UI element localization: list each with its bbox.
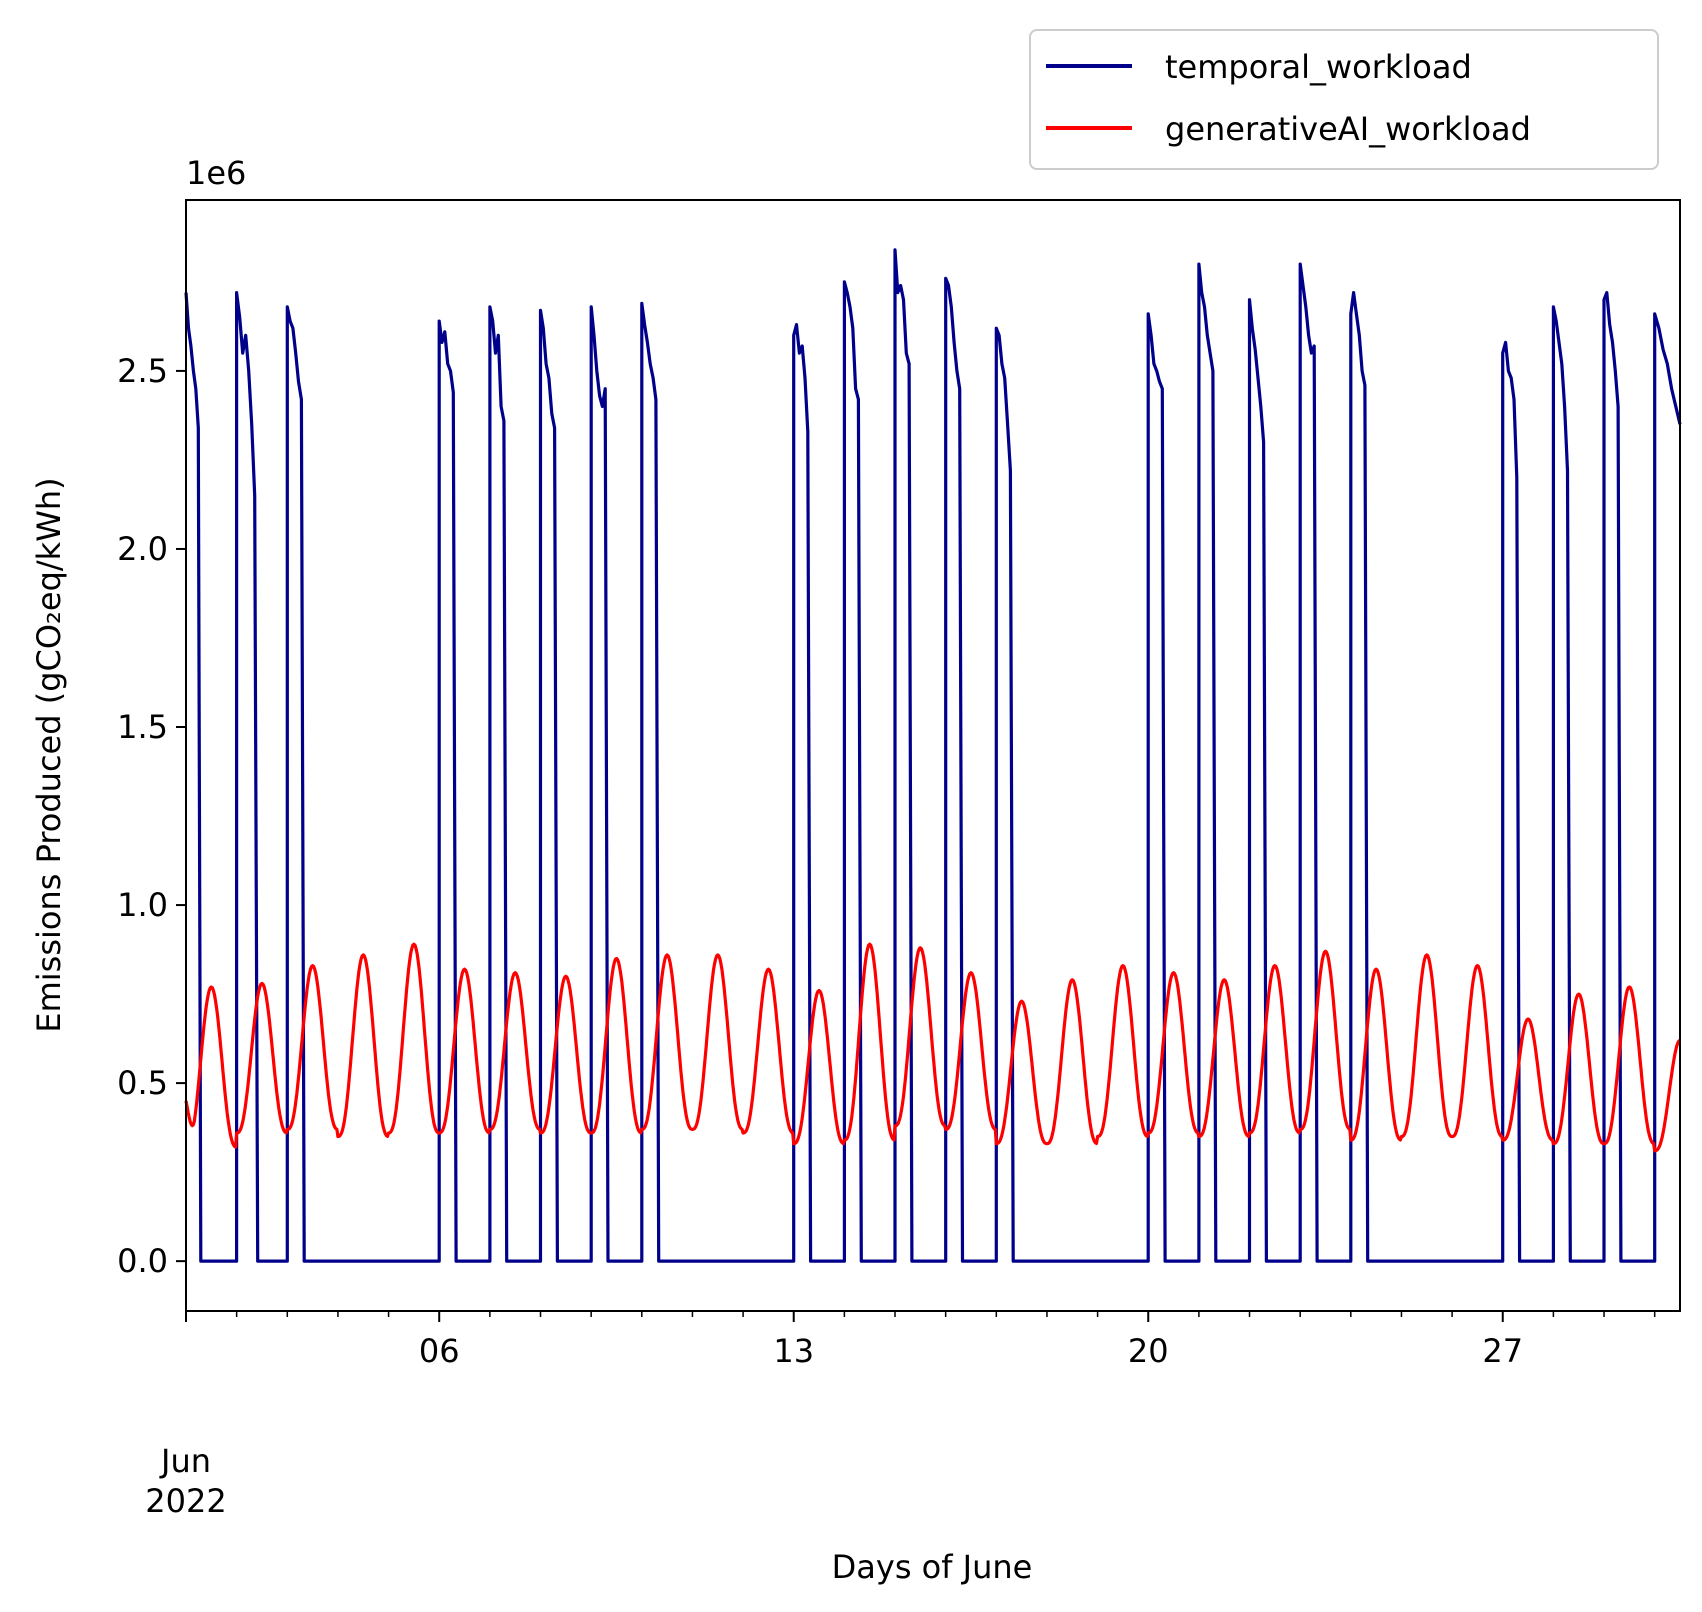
x-axis-label: Days of June — [832, 1548, 1033, 1586]
x-tick-label: 20 — [1128, 1332, 1169, 1370]
y-tick-label: 0.5 — [117, 1064, 168, 1102]
series-line-temporal-workload — [184, 248, 1682, 1263]
series-line-generativeai-workload — [184, 942, 1681, 1153]
y-tick-label: 1.0 — [117, 886, 168, 924]
legend-box — [1029, 29, 1659, 170]
plot-frame — [185, 199, 1681, 1312]
x-tick-label: 2022 — [145, 1482, 226, 1520]
y-tick-label: 0.0 — [117, 1242, 168, 1280]
x-tick-label: 13 — [773, 1332, 814, 1370]
legend-label-temporal: temporal_workload — [1165, 48, 1472, 86]
x-tick-label: Jun — [159, 1442, 211, 1480]
plot-lines — [184, 248, 1682, 1263]
y-tick-label: 2.5 — [117, 352, 168, 390]
y-offset-label: 1e6 — [186, 154, 246, 192]
y-axis: 0.0 0.5 1.0 1.5 2.0 2.5 — [117, 352, 186, 1280]
y-axis-label: Emissions Produced (gCO₂eq/kWh) — [30, 477, 68, 1032]
y-tick-label: 1.5 — [117, 708, 168, 746]
x-tick-label: 27 — [1482, 1332, 1523, 1370]
x-tick-label: 06 — [419, 1332, 460, 1370]
y-tick-label: 2.0 — [117, 530, 168, 568]
legend: temporal_workload generativeAI_workload — [1029, 29, 1659, 170]
legend-label-generativeai: generativeAI_workload — [1165, 110, 1531, 148]
